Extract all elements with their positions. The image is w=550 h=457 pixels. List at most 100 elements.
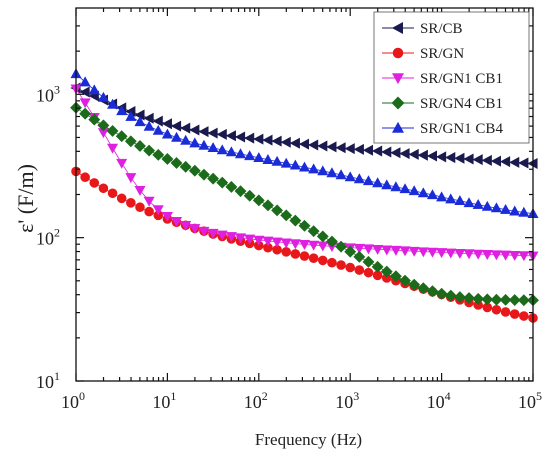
data-point (308, 240, 320, 251)
data-point (325, 235, 338, 248)
data-point (216, 144, 228, 155)
y-tick-label: 101 (36, 369, 60, 392)
legend-label: SR/GN (420, 46, 464, 62)
data-point (252, 194, 265, 207)
data-point (180, 220, 192, 231)
data-point (509, 251, 521, 261)
tick-base: 10 (61, 392, 79, 412)
data-point (408, 278, 421, 291)
data-point (317, 255, 328, 266)
data-point (79, 86, 90, 98)
data-point (490, 293, 503, 306)
data-point (362, 175, 374, 186)
data-point (353, 250, 366, 263)
data-point (463, 153, 474, 165)
y-axis-title: ε' (F/m) (13, 164, 38, 233)
data-point (88, 84, 100, 95)
legend-label: SR/CB (420, 21, 463, 37)
data-point (271, 204, 284, 217)
x-tick-label: 103 (335, 389, 359, 412)
data-point (207, 228, 219, 239)
data-point (152, 115, 163, 127)
data-point (353, 143, 364, 155)
data-point (290, 249, 301, 259)
y-tick-label: 103 (36, 82, 60, 105)
data-point (390, 181, 402, 192)
legend-marker (391, 73, 405, 85)
data-point (490, 202, 502, 213)
data-point (225, 130, 236, 142)
data-point (344, 245, 357, 258)
data-point (207, 127, 218, 139)
data-point (107, 188, 118, 199)
data-point (500, 307, 511, 317)
data-point (125, 173, 137, 184)
data-point (417, 282, 430, 295)
legend-entry: SR/GN1 CB4 (382, 121, 503, 137)
data-point (472, 198, 484, 209)
data-point (116, 158, 128, 169)
data-point (126, 198, 136, 208)
data-point (509, 205, 521, 216)
data-point (390, 245, 402, 256)
data-point (399, 274, 411, 287)
data-point (307, 225, 320, 238)
data-marks (70, 68, 539, 323)
legend-marker (392, 47, 404, 59)
data-point (161, 211, 173, 222)
data-point (271, 237, 283, 248)
data-point (491, 304, 502, 315)
data-point (216, 230, 228, 241)
data-point (399, 246, 411, 257)
data-point (326, 141, 337, 153)
data-point (445, 152, 456, 164)
data-point (509, 309, 520, 319)
series-sr-gn1-cb4 (70, 68, 539, 218)
data-point (88, 113, 101, 126)
data-point (436, 191, 448, 202)
data-point (445, 193, 457, 204)
data-point (454, 152, 465, 164)
tick-base: 10 (36, 229, 54, 249)
data-point (253, 133, 264, 145)
data-point (189, 224, 201, 235)
data-point (336, 260, 346, 270)
data-point (244, 132, 255, 144)
tick-exponent: 3 (353, 389, 359, 403)
data-point (116, 193, 127, 204)
data-point (134, 116, 146, 127)
data-point (298, 240, 311, 250)
data-point (362, 244, 374, 255)
data-point (97, 119, 110, 132)
data-point (326, 167, 338, 178)
data-point (472, 292, 485, 305)
data-point (426, 247, 438, 258)
data-point (298, 219, 311, 232)
data-point (89, 178, 100, 188)
x-tick-label: 104 (427, 389, 451, 412)
data-point (180, 122, 191, 134)
data-point (381, 146, 392, 158)
data-point (280, 238, 292, 249)
data-point (79, 76, 91, 87)
data-point (408, 246, 420, 257)
data-point (317, 140, 328, 152)
data-point (115, 130, 128, 143)
data-point (518, 206, 530, 217)
data-point (253, 152, 265, 163)
data-point (344, 143, 355, 155)
data-point (262, 154, 274, 164)
legend: SR/CB SR/GN SR/GN1 CB1 SR/GN4 CB1 SR/GN1 CB4 (373, 11, 530, 144)
data-point (500, 203, 512, 214)
data-point (262, 134, 273, 146)
data-point (80, 172, 90, 183)
legend-entry: SR/GN (382, 46, 464, 62)
data-point (235, 148, 247, 159)
data-point (161, 128, 173, 139)
x-tick-label: 105 (518, 389, 542, 412)
data-point (170, 120, 182, 132)
data-point (499, 293, 512, 306)
data-point (298, 138, 310, 150)
data-point (79, 107, 92, 120)
